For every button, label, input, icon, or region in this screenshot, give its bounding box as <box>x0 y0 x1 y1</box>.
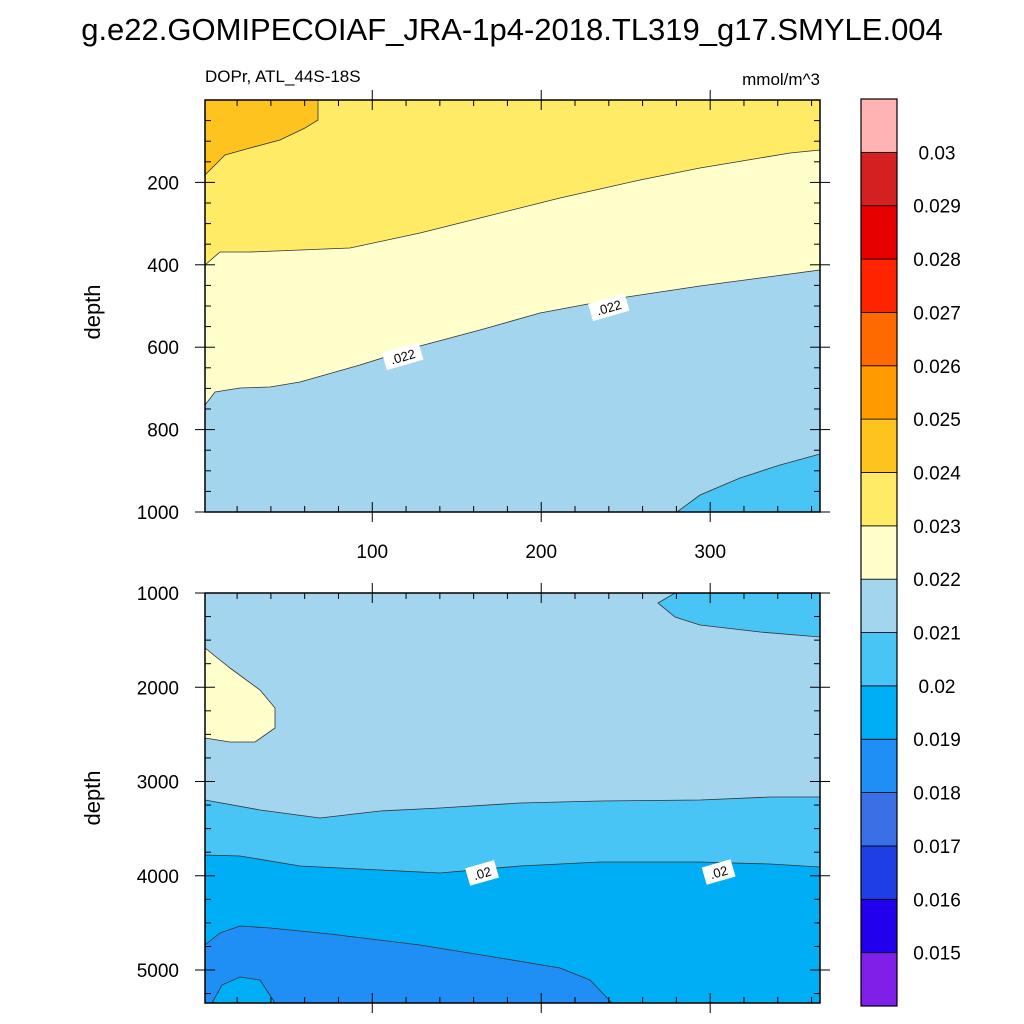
colorbar-swatch <box>860 258 898 313</box>
colorbar-label: 0.019 <box>913 730 961 751</box>
upper-panel: DOPr, ATL_44S-18S mmol/m^3 100 200 300 200 4… <box>80 67 830 563</box>
colorbar-swatch <box>860 418 898 473</box>
contour-label-bg <box>381 342 424 371</box>
upper-tick-labels: 100 200 300 200 400 600 800 1000 .022 .022 <box>137 173 726 563</box>
colorbar: 0.015 0.016 0.017 0.018 0.019 0.02 0.021 0.022 0… <box>860 98 961 1007</box>
colorbar-swatch <box>860 738 898 793</box>
x-tick-label: 100 <box>356 542 388 563</box>
contour-label-bg <box>465 860 499 886</box>
lower-panel: 1000 2000 3000 4000 5000 .02 .02 depth <box>80 583 830 1013</box>
contour-label-bg <box>701 859 736 885</box>
contour-label: .022 <box>588 293 630 322</box>
y-tick-label: 5000 <box>137 961 179 982</box>
colorbar-label: 0.027 <box>913 303 961 324</box>
colorbar-label: 0.022 <box>913 570 961 591</box>
y-tick-label: 600 <box>147 338 179 359</box>
contour-label-bg <box>588 293 630 322</box>
contour-label-text: .02 <box>471 864 493 883</box>
colorbar-swatch <box>860 898 898 954</box>
y-tick-label: 3000 <box>137 773 179 794</box>
colorbar-label: 0.023 <box>913 517 961 538</box>
contour-label-text: .022 <box>595 297 623 318</box>
colorbar-swatch <box>860 151 898 207</box>
colorbar-label: 0.018 <box>913 784 961 805</box>
colorbar-label: 0.028 <box>913 250 961 271</box>
lower-ticks <box>195 583 830 1013</box>
colorbar-swatch <box>860 845 898 900</box>
units-label: mmol/m^3 <box>742 70 820 89</box>
colorbar-swatch <box>860 685 898 740</box>
contour-label: .02 <box>465 860 499 886</box>
y-tick-label: 2000 <box>137 678 179 699</box>
colorbar-swatch <box>860 632 898 687</box>
colorbar-swatch <box>860 205 898 260</box>
colorbar-swatch <box>860 98 898 153</box>
contour-label-text: .02 <box>708 863 730 882</box>
figure-title: g.e22.GOMIPECOIAF_JRA-1p4-2018.TL319_g17… <box>81 12 943 47</box>
colorbar-frame <box>860 98 898 1007</box>
y-tick-label: 4000 <box>137 867 179 888</box>
y-tick-label: 800 <box>147 421 179 442</box>
colorbar-swatch <box>860 365 898 420</box>
y-tick-label: 1000 <box>137 503 179 524</box>
upper-subtitle-left: DOPr, ATL_44S-18S <box>205 67 361 86</box>
colorbar-swatch <box>860 312 898 367</box>
colorbar-swatch <box>860 952 898 1007</box>
colorbar-label: 0.026 <box>913 357 961 378</box>
x-tick-label: 300 <box>694 542 726 563</box>
y-tick-label: 1000 <box>137 584 179 605</box>
x-tick-label: 200 <box>525 542 557 563</box>
colorbar-label: 0.017 <box>913 837 961 858</box>
colorbar-label: 0.025 <box>913 410 961 431</box>
colorbar-swatch <box>860 578 898 633</box>
upper-ylabel: depth <box>80 284 105 339</box>
upper-ticks <box>195 90 830 522</box>
colorbar-label: 0.021 <box>913 624 961 645</box>
contour-label: .022 <box>381 342 424 371</box>
lower-plot-frame <box>204 592 821 1004</box>
colorbar-label: 0.016 <box>913 890 961 911</box>
y-tick-label: 400 <box>147 256 179 277</box>
lower-tick-labels: 1000 2000 3000 4000 5000 .02 .02 <box>137 584 736 982</box>
colorbar-swatch <box>860 525 898 580</box>
colorbar-label: 0.02 <box>919 677 956 698</box>
contour-label: .02 <box>701 859 736 885</box>
upper-region-0.023 <box>204 99 821 266</box>
lower-ylabel: depth <box>80 770 105 825</box>
upper-region-0.024 <box>204 99 319 176</box>
y-tick-label: 200 <box>147 173 179 194</box>
lower-region-0.022 <box>204 647 276 743</box>
lower-contour-fill <box>204 592 821 1004</box>
colorbar-label: 0.015 <box>913 944 961 965</box>
upper-contour-fill <box>204 99 821 513</box>
colorbar-swatch <box>860 792 898 847</box>
colorbar-label: 0.03 <box>919 143 956 164</box>
colorbar-label: 0.024 <box>913 463 961 484</box>
colorbar-swatch <box>860 472 898 527</box>
colorbar-label: 0.029 <box>913 197 961 218</box>
contour-label-text: .022 <box>389 346 417 367</box>
